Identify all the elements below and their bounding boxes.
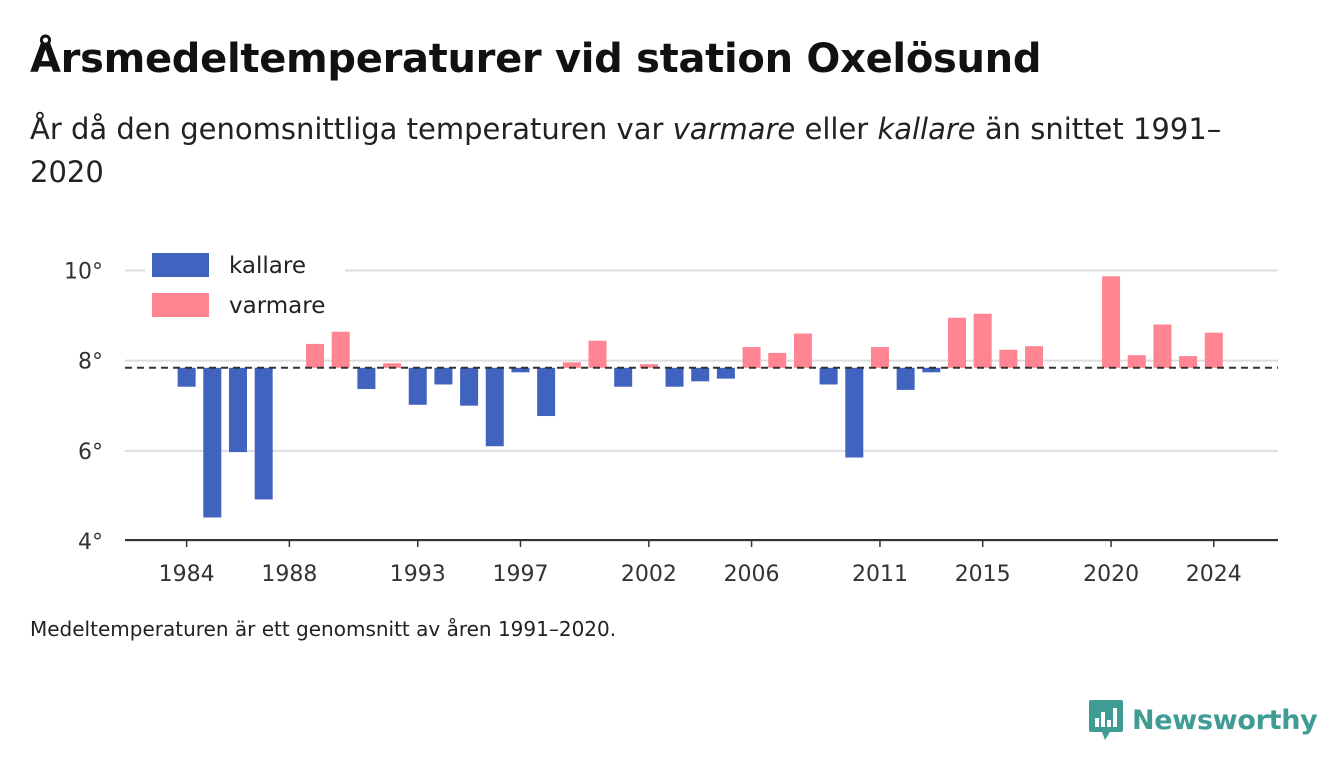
bar-kallare [845, 367, 864, 458]
bar-varmare [973, 313, 992, 368]
bar-varmare [768, 352, 787, 368]
bar-varmare [1127, 355, 1146, 368]
x-tick-label: 2015 [955, 562, 1011, 587]
x-tick-label: 2006 [724, 562, 780, 587]
legend-label-kallare: kallare [229, 253, 306, 279]
bar-chart: 4° 6° 8° 10° 1984 1988 1993 1997 2002 2006 2011 201… [64, 246, 1278, 587]
bar-varmare [948, 317, 967, 368]
bar-kallare [485, 367, 504, 447]
bar-kallare [434, 367, 453, 385]
subtitle-emphasis-warmer: varmare [672, 112, 796, 146]
bar-varmare [383, 363, 402, 368]
x-tick-label: 2024 [1186, 562, 1242, 587]
bar-varmare [1025, 346, 1044, 368]
newsworthy-logo-icon [1089, 700, 1123, 740]
bar-varmare [1179, 356, 1198, 368]
y-tick-label: 4° [78, 530, 103, 555]
footnote: Medeltemperaturen är ett genomsnitt av å… [30, 617, 617, 641]
bar-varmare [562, 362, 581, 368]
bar-varmare [1102, 276, 1121, 368]
bar-kallare [203, 367, 222, 518]
bar-kallare [665, 367, 684, 387]
legend-swatch-varmare [152, 293, 209, 317]
legend-swatch-kallare [152, 253, 209, 277]
bar-kallare [177, 367, 196, 387]
bar-kallare [819, 367, 838, 385]
bar-kallare [511, 367, 530, 373]
bar-kallare [896, 367, 915, 390]
subtitle-text-3: än snittet 1991–2020 [30, 112, 1222, 189]
newsworthy-logo: Newsworthy [1088, 698, 1318, 742]
bar-varmare [1153, 324, 1172, 368]
chart-subtitle: År då den genomsnittliga temperaturen va… [30, 108, 1270, 194]
bar-kallare [922, 367, 941, 373]
x-tick-label: 1997 [492, 562, 548, 587]
bar-kallare [614, 367, 633, 387]
bar-kallare [537, 367, 556, 417]
bar-varmare [999, 349, 1018, 368]
chart-title: Årsmedeltemperaturer vid station Oxelösu… [30, 36, 1042, 82]
bar-varmare [1204, 332, 1223, 368]
bar-varmare [639, 364, 658, 368]
x-tick-label: 2002 [621, 562, 677, 587]
x-tick-label: 1984 [159, 562, 215, 587]
bar-varmare [742, 347, 761, 368]
bar-kallare [460, 367, 479, 406]
bar-kallare [691, 367, 710, 382]
x-tick-label: 2020 [1083, 562, 1139, 587]
bar-varmare [331, 331, 350, 368]
bar-kallare [408, 367, 427, 405]
bar-kallare [716, 367, 735, 379]
logo-text: Newsworthy [1132, 704, 1318, 736]
x-tick-label: 2011 [852, 562, 908, 587]
y-tick-label: 6° [78, 440, 103, 465]
legend-label-varmare: varmare [229, 293, 325, 319]
x-tick-label: 1993 [390, 562, 446, 587]
legend: kallare varmare [145, 246, 345, 328]
subtitle-text-2: eller [795, 112, 878, 146]
bar-varmare [870, 347, 889, 368]
bar-varmare [588, 340, 607, 368]
bar-kallare [357, 367, 376, 389]
subtitle-emphasis-colder: kallare [877, 112, 976, 146]
y-tick-label: 8° [78, 350, 103, 375]
y-tick-label: 10° [64, 260, 103, 285]
x-tick-label: 1988 [261, 562, 317, 587]
bar-kallare [228, 367, 247, 453]
bar-kallare [254, 367, 273, 500]
bars [177, 276, 1223, 518]
axes: 4° 6° 8° 10° 1984 1988 1993 1997 2002 2006 2011 201… [64, 260, 1278, 587]
bar-varmare [306, 343, 325, 368]
subtitle-text-1: År då den genomsnittliga temperaturen va… [30, 112, 673, 146]
bar-varmare [793, 333, 812, 368]
